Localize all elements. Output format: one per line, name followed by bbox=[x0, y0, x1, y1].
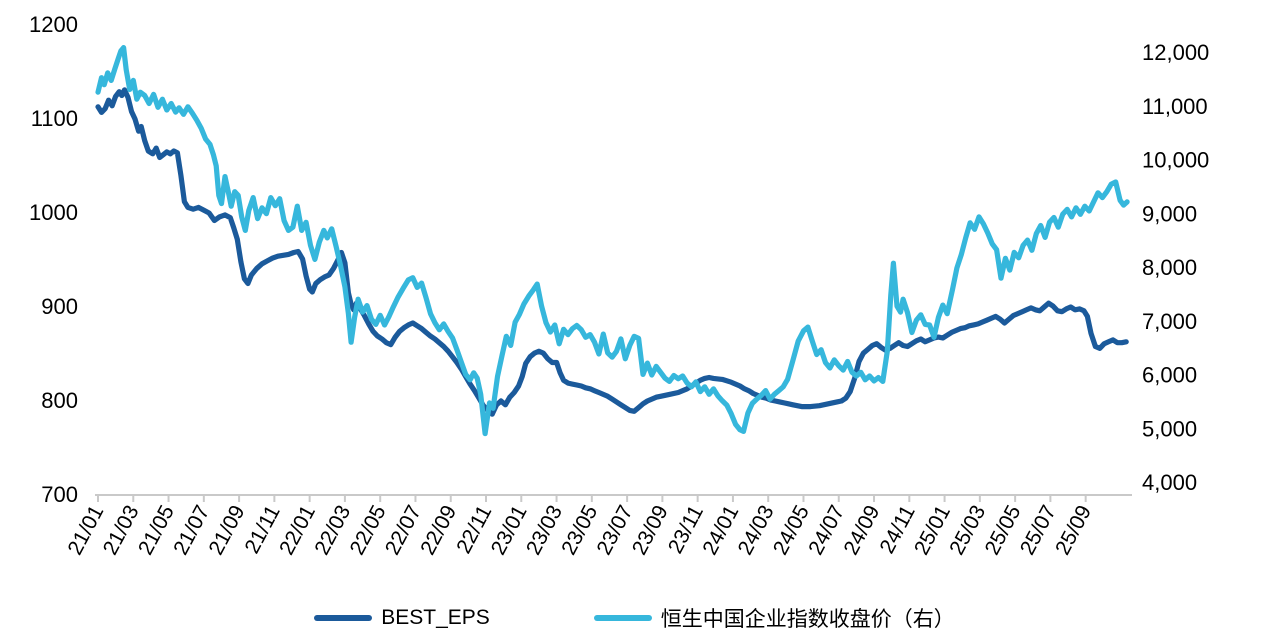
y-axis-left-label: 700 bbox=[41, 482, 78, 507]
series-line-best-eps bbox=[95, 87, 1129, 417]
y-axis-right-label: 8,000 bbox=[1142, 255, 1197, 280]
y-axis-right-label: 11,000 bbox=[1142, 94, 1208, 119]
x-axis-tick-label: 24/09 bbox=[839, 502, 884, 559]
legend-line-hscei-icon bbox=[593, 615, 652, 621]
line-chart: 21/0121/0321/0521/0721/0921/1122/0122/03… bbox=[29, 12, 1209, 559]
legend-label-hscei: 恒生中国企业指数收盘价（右） bbox=[660, 608, 955, 631]
series-line-hscei bbox=[95, 44, 1130, 437]
y-axis-right-label: 12,000 bbox=[1142, 40, 1209, 65]
legend-item-best-eps: BEST_EPS bbox=[314, 606, 490, 630]
legend-line-best-eps-icon bbox=[314, 615, 373, 621]
y-axis-right-label: 5,000 bbox=[1142, 416, 1197, 441]
y-axis-right-label: 9,000 bbox=[1142, 201, 1197, 226]
x-axis-tick-label: 22/09 bbox=[416, 502, 461, 559]
y-axis-left-label: 1000 bbox=[29, 200, 78, 225]
y-axis-left-label: 900 bbox=[41, 294, 78, 319]
legend-item-hscei: 恒生中国企业指数收盘价（右） bbox=[593, 603, 955, 633]
y-axis-right-label: 7,000 bbox=[1142, 309, 1197, 334]
x-axis-tick-label: 23/09 bbox=[628, 502, 673, 559]
x-axis-tick-label: 25/09 bbox=[1051, 502, 1096, 559]
y-axis-right-label: 6,000 bbox=[1142, 363, 1197, 388]
legend-label-best-eps: BEST_EPS bbox=[381, 606, 490, 629]
y-axis-right-label: 10,000 bbox=[1142, 148, 1209, 173]
y-axis-left-label: 1200 bbox=[29, 12, 78, 37]
chart-legend: BEST_EPS 恒生中国企业指数收盘价（右） bbox=[0, 598, 1269, 638]
x-axis-tick-label: 21/09 bbox=[205, 502, 250, 559]
y-axis-left-label: 800 bbox=[41, 388, 78, 413]
y-axis-left-label: 1100 bbox=[31, 106, 78, 131]
y-axis-right-label: 4,000 bbox=[1142, 470, 1197, 495]
